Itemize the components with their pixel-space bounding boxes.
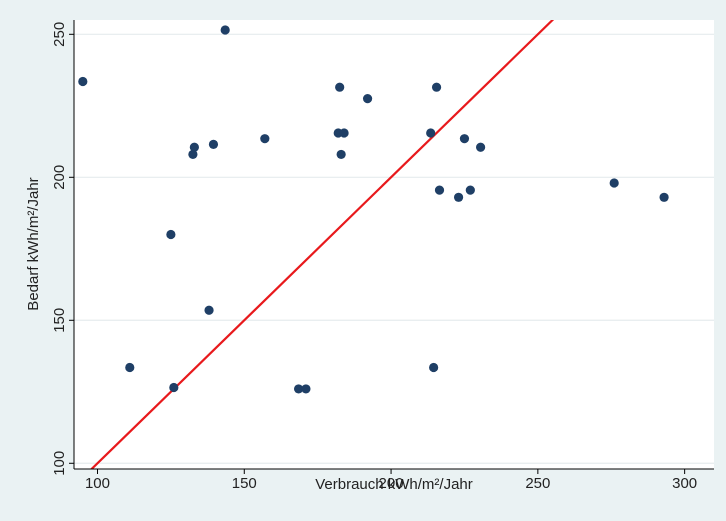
data-point-1 — [78, 76, 88, 87]
data-point-10 — [260, 134, 270, 144]
reference-line-group — [90, 20, 555, 469]
data-point-19 — [429, 362, 439, 373]
data-point-22 — [453, 192, 464, 202]
data-point-23 — [459, 134, 470, 144]
data-point-7 — [204, 305, 214, 315]
plot-area — [74, 20, 714, 469]
data-point-14 — [335, 82, 345, 92]
x-tick-label-100: 100 — [85, 475, 110, 492]
data-point-15 — [336, 149, 346, 160]
grid-lines — [74, 33, 714, 464]
data-point-25 — [476, 142, 486, 152]
data-point-18 — [426, 128, 436, 138]
y-axis-ticks: 100 150 200 250 — [51, 22, 74, 476]
data-point-4 — [169, 382, 179, 393]
data-point-3 — [166, 229, 176, 240]
x-tick-label-250: 250 — [525, 475, 550, 492]
x-tick-label-200: 200 — [379, 475, 404, 492]
data-point-5 — [188, 149, 198, 160]
x-axis-title: Verbrauch kWh/m²/Jahr — [315, 476, 473, 493]
data-point-21 — [434, 185, 445, 195]
y-tick-label-100: 100 — [51, 451, 68, 476]
data-point-12 — [301, 384, 311, 394]
data-point-20 — [431, 82, 442, 92]
data-point-11 — [293, 384, 304, 394]
data-point-17 — [362, 94, 373, 104]
data-points — [78, 25, 669, 394]
reference-line — [90, 20, 555, 469]
data-point-8 — [208, 139, 219, 150]
data-point-24 — [465, 185, 475, 195]
data-point-16 — [339, 128, 349, 138]
data-point-6 — [189, 142, 199, 152]
data-point-2 — [125, 362, 135, 373]
y-tick-label-250: 250 — [51, 22, 68, 47]
x-tick-label-150: 150 — [232, 475, 257, 492]
data-point-9 — [220, 25, 230, 35]
y-tick-label-150: 150 — [51, 308, 68, 333]
axes — [73, 20, 714, 470]
data-point-26 — [609, 178, 619, 188]
y-tick-label-200: 200 — [51, 165, 68, 190]
x-axis-ticks: 100 150 200 250 300 — [85, 469, 697, 492]
y-axis-title: Bedarf kWh/m²/Jahr — [25, 177, 42, 310]
data-point-27 — [659, 192, 669, 202]
x-tick-label-300: 300 — [672, 475, 697, 492]
